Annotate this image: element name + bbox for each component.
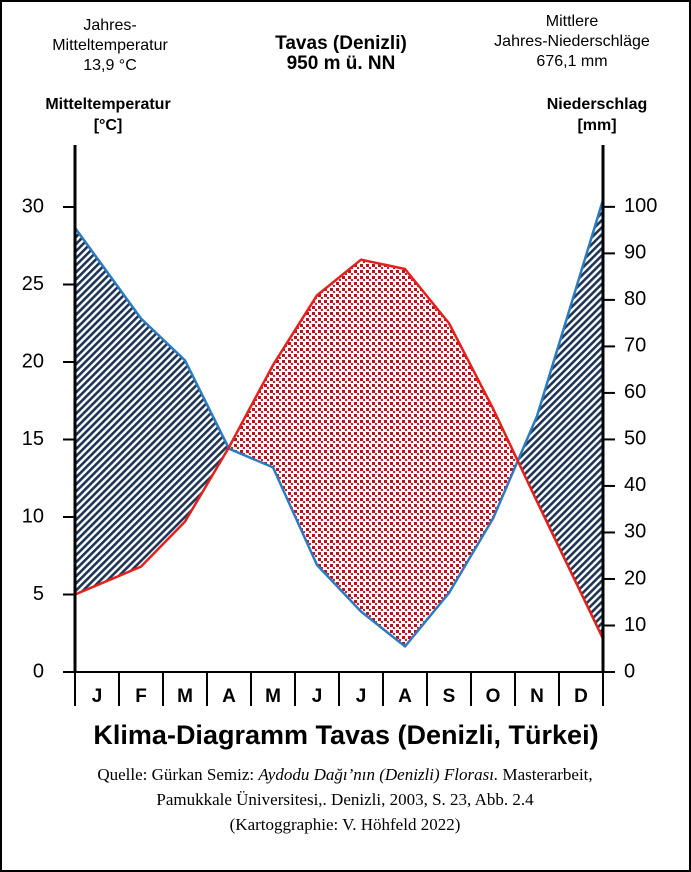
- source: Pamukkale Üniversitesi,. Denizli, 2003, …: [156, 790, 534, 809]
- x-tick-label: D: [574, 686, 588, 707]
- x-tick-label: F: [135, 686, 147, 707]
- y-tick-label: 5: [33, 583, 44, 605]
- source: (Kartoggraphie: V. Höhfeld 2022): [230, 815, 461, 834]
- y-tick-label: 10: [22, 505, 44, 527]
- y2-tick-label: 60: [624, 381, 646, 403]
- note: 13,9 °C: [83, 57, 137, 74]
- extension: [579, 592, 605, 640]
- note: Jahres-: [83, 17, 136, 34]
- y-tick-label: 0: [33, 660, 44, 682]
- y2-tick-label: 10: [624, 614, 646, 636]
- source-text: Aydodu Dağı’nın (Denizli) Florası.: [257, 765, 498, 784]
- extension: [579, 199, 605, 273]
- y2-tick-label: 50: [624, 428, 646, 450]
- x-tick-label: J: [356, 686, 367, 707]
- x-tick-label: A: [222, 686, 236, 707]
- y-tick-label: 25: [22, 273, 44, 295]
- source-text: Masterarbeit,: [498, 765, 592, 784]
- y2-tick-label: 40: [624, 474, 646, 496]
- x-tick-label: O: [486, 686, 501, 707]
- y2-tick-label: 30: [624, 521, 646, 543]
- note: Mittlere: [546, 13, 599, 30]
- extension: [73, 227, 99, 259]
- note: Jahres-Niederschläge: [494, 33, 650, 50]
- y2-tick-label: 20: [624, 567, 646, 589]
- station: Tavas (Denizli): [275, 33, 407, 54]
- x-tick-label: J: [312, 686, 323, 707]
- x-tick-label: M: [177, 686, 193, 707]
- y-tick-label: 20: [22, 350, 44, 372]
- line: [95, 257, 583, 648]
- y-tick-label: 30: [22, 195, 44, 217]
- x-tick-label: M: [265, 686, 281, 707]
- y2-tick-label: 100: [624, 195, 657, 217]
- y2-tick-label: 70: [624, 335, 646, 357]
- y2-tick-label: 80: [624, 288, 646, 310]
- y2-tick-label: 0: [624, 660, 635, 682]
- source: Quelle: Gürkan Semiz: Aydodu Dağı’nın (D…: [97, 765, 592, 784]
- x-tick-label: A: [398, 686, 412, 707]
- y-tick-label: 15: [22, 428, 44, 450]
- x-tick-label: S: [443, 686, 456, 707]
- y-label: [°C]: [94, 117, 123, 134]
- note: 676,1 mm: [536, 53, 607, 70]
- y2-tick-label: 90: [624, 242, 646, 264]
- y-label: Mitteltemperatur: [45, 96, 170, 113]
- chart-title: Klima-Diagramm Tavas (Denizli, Türkei): [93, 720, 598, 750]
- y2-label: Niederschlag: [547, 96, 647, 113]
- note: Mitteltemperatur: [52, 37, 168, 54]
- y2-label: [mm]: [577, 117, 616, 134]
- source-text: Quelle: Gürkan Semiz:: [97, 765, 258, 784]
- x-tick-label: N: [530, 686, 544, 707]
- line: [96, 258, 583, 594]
- station: 950 m ü. NN: [287, 53, 396, 74]
- extension: [74, 584, 98, 596]
- x-tick-label: J: [92, 686, 103, 707]
